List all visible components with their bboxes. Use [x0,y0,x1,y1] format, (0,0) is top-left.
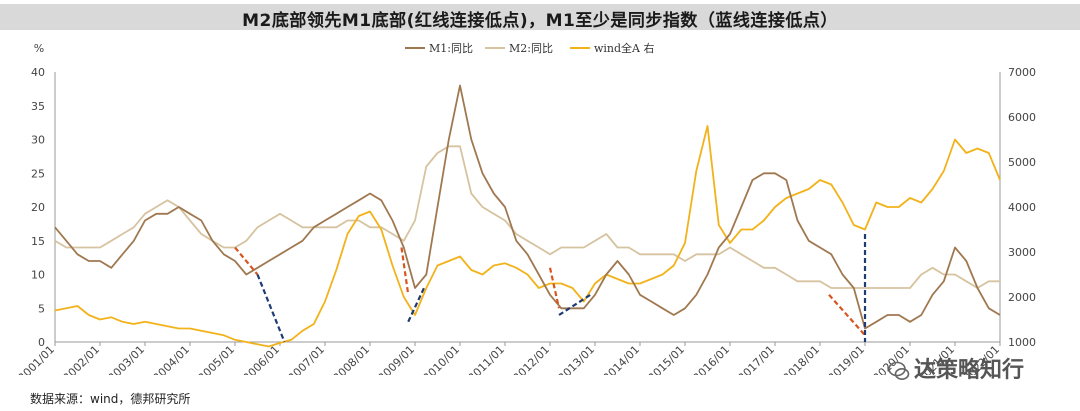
ytick-left-label: 20 [31,201,45,214]
legend-label: M2:同比 [509,42,553,55]
ytick-left-label: 25 [31,167,45,180]
red-dashed-line [828,294,866,336]
ytick-right-label: 5000 [1008,156,1036,169]
ytick-left-label: 5 [38,302,45,315]
xtick-label: 2009/01 [376,343,418,375]
xtick-label: 2018/01 [781,343,823,375]
xtick-label: 2011/01 [466,343,508,375]
xtick-label: 2006/01 [241,343,283,375]
xtick-label: 2013/01 [556,343,598,375]
title-bar: M2底部领先M1底部(红线连接低点)，M1至少是同步指数（蓝线连接低点） [0,0,1080,31]
ytick-right-label: 6000 [1008,111,1036,124]
xtick-label: 2004/01 [151,343,193,375]
blue-dashed-line [407,287,425,323]
legend-label: wind全A 右 [594,41,655,55]
xtick-label: 2015/01 [646,343,688,375]
xtick-label: 2005/01 [196,343,238,375]
xtick-label: 2012/01 [511,343,553,375]
ylabel-left: % [34,42,44,55]
ytick-left-label: 40 [31,66,45,79]
ytick-right-label: 2000 [1008,291,1036,304]
ytick-left-label: 10 [31,269,45,282]
red-dashed-line [548,267,561,309]
watermark-text: 达策略知行 [914,358,1025,383]
xtick-label: 2014/01 [601,343,643,375]
xtick-label: 2017/01 [736,343,778,375]
ytick-left-label: 30 [31,134,45,147]
ytick-right-label: 1000 [1008,336,1036,349]
line-chart: % 0 5 10 15 20 25 30 35 40 1000 2000 3000 4000 5000 600… [16,41,1036,375]
legend-label: M1:同比 [429,42,473,55]
title-band [0,4,1080,30]
blue-dashed-line [558,293,592,316]
series-line-0 [54,84,1001,330]
xtick-label: 2008/01 [331,343,373,375]
xtick-label: 2019/01 [826,343,868,375]
wechat-icon [888,361,910,380]
xtick-label: 2007/01 [286,343,328,375]
xtick-label: 2002/01 [61,343,103,375]
xtick-label: 2010/01 [421,343,463,375]
ytick-left-label: 0 [38,336,45,349]
xtick-label: 2016/01 [691,343,733,375]
chart-title: M2底部领先M1底部(红线连接低点)，M1至少是同步指数（蓝线连接低点） [242,11,838,31]
xtick-label: 2003/01 [106,343,148,375]
ytick-right-label: 7000 [1008,66,1036,79]
series-line-2 [54,125,1001,348]
xtick-label: 2001/01 [16,343,58,375]
source-note: 数据来源：wind，德邦研究所 [30,392,191,406]
ytick-left-label: 35 [31,100,45,113]
ytick-left-label: 15 [31,235,45,248]
ytick-right-label: 4000 [1008,201,1036,214]
ytick-right-label: 3000 [1008,246,1036,259]
watermark: 达策略知行 [888,352,1024,384]
blue-dashed-line [256,274,286,343]
red-dashed-line [234,246,259,276]
